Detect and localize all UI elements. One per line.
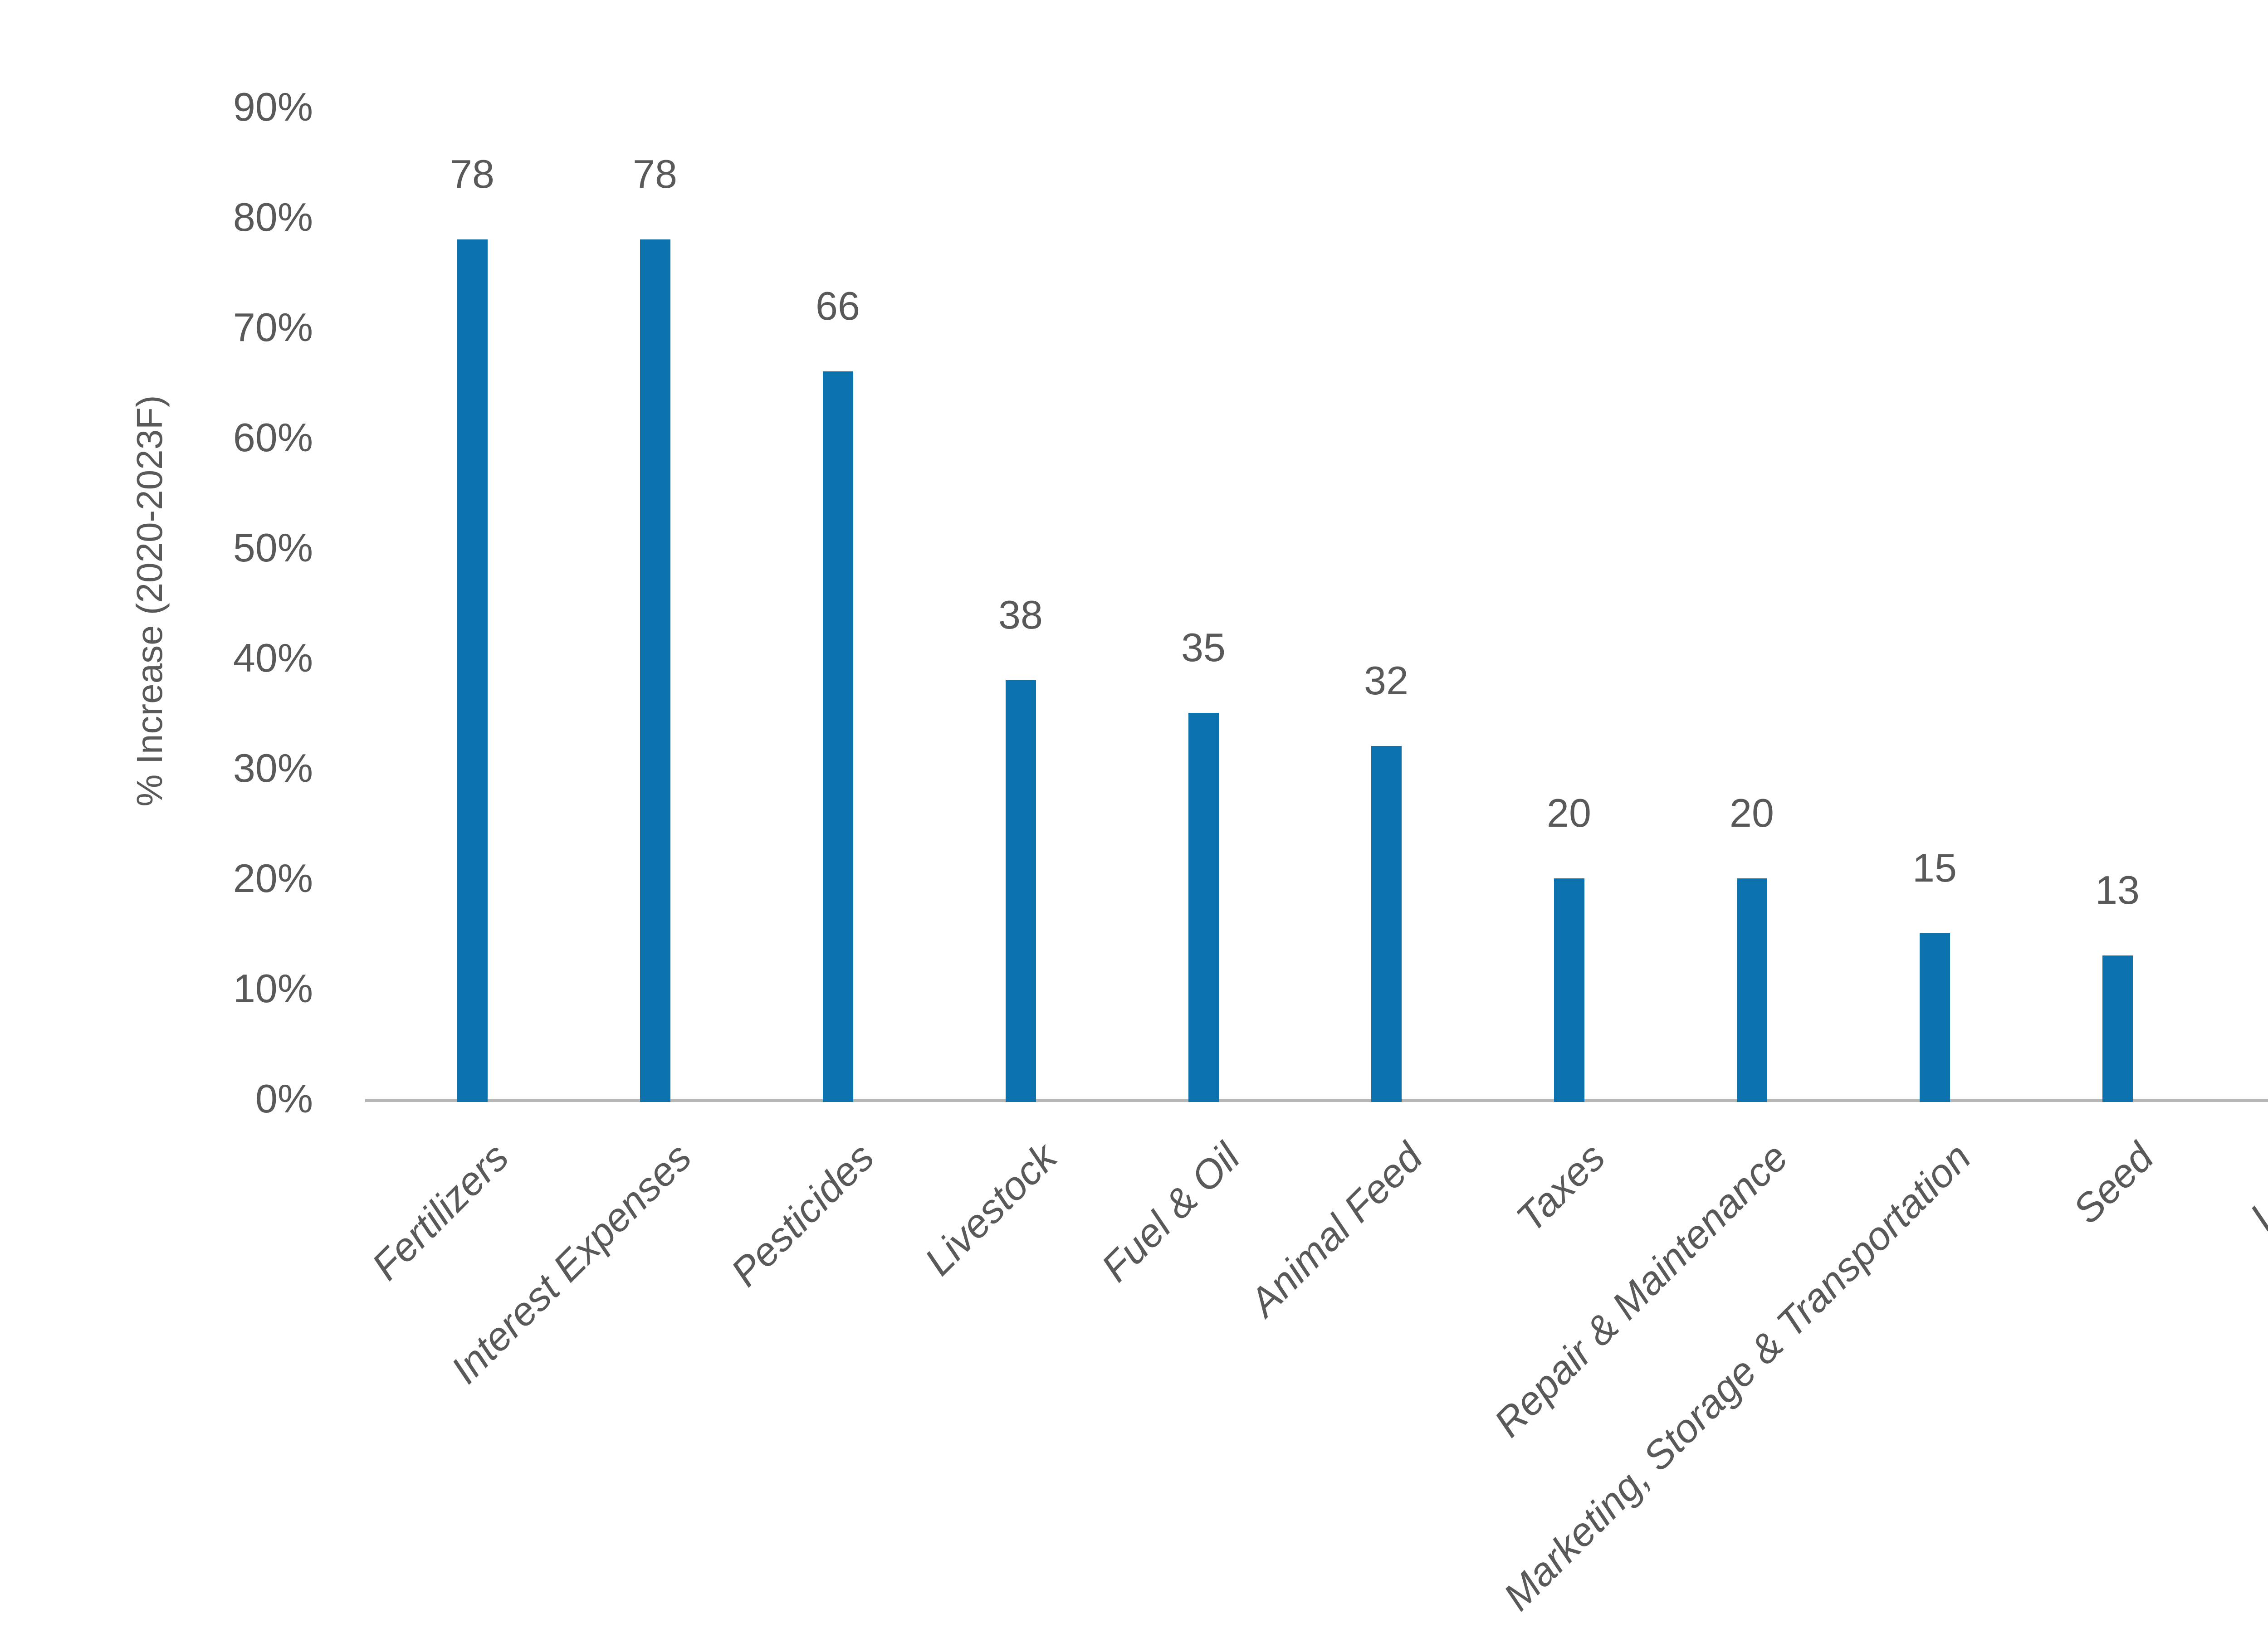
y-tick-label: 50% bbox=[233, 525, 313, 570]
y-tick-label: 20% bbox=[233, 856, 313, 901]
bar-value-label: 15 bbox=[1912, 845, 1957, 890]
y-tick-label: 40% bbox=[233, 635, 313, 680]
bar-value-label: 13 bbox=[2095, 868, 2140, 912]
bar bbox=[822, 371, 853, 1102]
bar-value-label: 35 bbox=[1181, 625, 1226, 670]
bar bbox=[1554, 878, 1584, 1102]
category-label: Repair & Maintenance bbox=[1485, 1134, 1797, 1446]
category-label: Fertilizers bbox=[362, 1134, 517, 1289]
bar-value-label: 20 bbox=[1730, 790, 1774, 835]
y-tick-label: 70% bbox=[233, 305, 313, 350]
category-label: Fuel & Oil bbox=[1092, 1134, 1248, 1290]
category-label: Pesticides bbox=[722, 1134, 883, 1295]
bar bbox=[1371, 746, 1402, 1102]
y-tick-label: 80% bbox=[233, 195, 313, 239]
y-tick-label: 10% bbox=[233, 966, 313, 1011]
y-tick-label: 60% bbox=[233, 415, 313, 460]
bar-value-label: 38 bbox=[998, 592, 1043, 637]
bar-value-label: 66 bbox=[816, 283, 860, 328]
bar-value-label: 78 bbox=[633, 151, 677, 196]
bar-value-label: 32 bbox=[1364, 658, 1408, 703]
category-label: Taxes bbox=[1507, 1134, 1614, 1241]
y-tick-label: 0% bbox=[255, 1076, 313, 1121]
bar-value-label: 78 bbox=[450, 151, 494, 196]
bar bbox=[1005, 680, 1036, 1102]
category-label: Seed bbox=[2064, 1134, 2162, 1232]
bar bbox=[1736, 878, 1767, 1102]
category-label: Animal Feed bbox=[1241, 1134, 1431, 1325]
bar bbox=[1188, 713, 1219, 1102]
bar-value-label: 20 bbox=[1547, 790, 1591, 835]
bar bbox=[457, 239, 488, 1102]
y-tick-label: 30% bbox=[233, 746, 313, 790]
y-tick-label: 90% bbox=[233, 84, 313, 129]
category-label: Labor bbox=[2241, 1134, 2268, 1238]
bar bbox=[2102, 955, 2133, 1102]
x-axis-line bbox=[365, 1099, 2268, 1102]
category-label: Livestock bbox=[916, 1134, 1066, 1284]
bar bbox=[640, 239, 670, 1102]
bar bbox=[1919, 933, 1950, 1102]
